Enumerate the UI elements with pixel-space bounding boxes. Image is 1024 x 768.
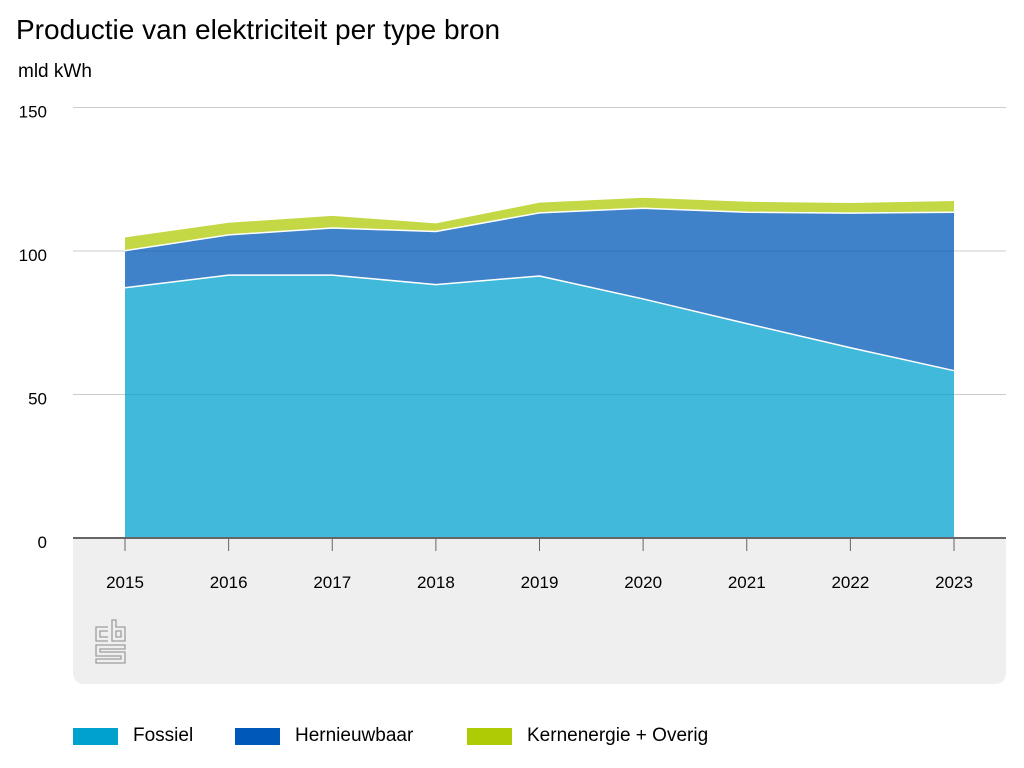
x-tick-label-2020: 2020 <box>624 573 662 592</box>
legend-item-hernieuwbaar[interactable]: Hernieuwbaar <box>235 724 413 748</box>
x-tick-label-2021: 2021 <box>728 573 766 592</box>
x-axis-labels: 2015 2016 2017 2018 2019 2020 2021 2022 2023 <box>106 573 973 592</box>
y-tick-label-0: 0 <box>38 533 47 552</box>
legend-label-hernieuwbaar: Hernieuwbaar <box>295 725 414 746</box>
y-axis-labels: 0 50 100 150 <box>19 103 47 553</box>
x-tick-label-2019: 2019 <box>521 573 559 592</box>
x-axis-panel <box>73 538 1006 684</box>
chart-canvas: 2015 2016 2017 2018 2019 2020 2021 2022 2023 0 50… <box>19 103 1006 684</box>
series-line-fossiel <box>124 274 955 372</box>
legend-label-fossiel: Fossiel <box>133 725 194 746</box>
legend-swatch-fossiel <box>73 727 118 745</box>
cbs-logo-c <box>95 626 108 642</box>
x-tick-label-2018: 2018 <box>417 573 455 592</box>
series-lines <box>124 196 955 372</box>
legend-swatch-kernenergie-overig <box>467 727 512 745</box>
x-tick-label-2023: 2023 <box>935 573 973 592</box>
area-kernenergie-overig <box>125 197 954 251</box>
cbs-logo-s <box>95 644 126 664</box>
series-line-hernieuwbaar <box>124 207 955 252</box>
area-hernieuwbaar <box>125 208 954 371</box>
legend-label-kernenergie-overig: Kernenergie + Overig <box>527 725 709 746</box>
x-tick-label-2022: 2022 <box>831 573 869 592</box>
y-tick-label-50: 50 <box>28 390 47 409</box>
chart-title: Productie van elektriciteit per type bro… <box>16 14 501 45</box>
x-tick-label-2016: 2016 <box>210 573 248 592</box>
area-fossiel <box>125 275 954 538</box>
legend-item-kernenergie-overig[interactable]: Kernenergie + Overig <box>467 724 708 748</box>
x-tick-label-2015: 2015 <box>106 573 144 592</box>
legend-item-fossiel[interactable]: Fossiel <box>73 724 193 748</box>
x-axis-ticks <box>124 538 955 551</box>
x-tick-label-2017: 2017 <box>313 573 351 592</box>
cbs-logo-b <box>111 619 126 642</box>
legend-swatch-hernieuwbaar <box>235 727 280 745</box>
y-tick-label-150: 150 <box>19 103 47 122</box>
y-tick-label-100: 100 <box>19 246 47 265</box>
series-line-kernenergie-overig <box>124 196 955 238</box>
series-areas <box>125 197 954 538</box>
y-axis-unit-label: mld kWh <box>18 61 92 82</box>
cbs-logo <box>95 619 126 664</box>
